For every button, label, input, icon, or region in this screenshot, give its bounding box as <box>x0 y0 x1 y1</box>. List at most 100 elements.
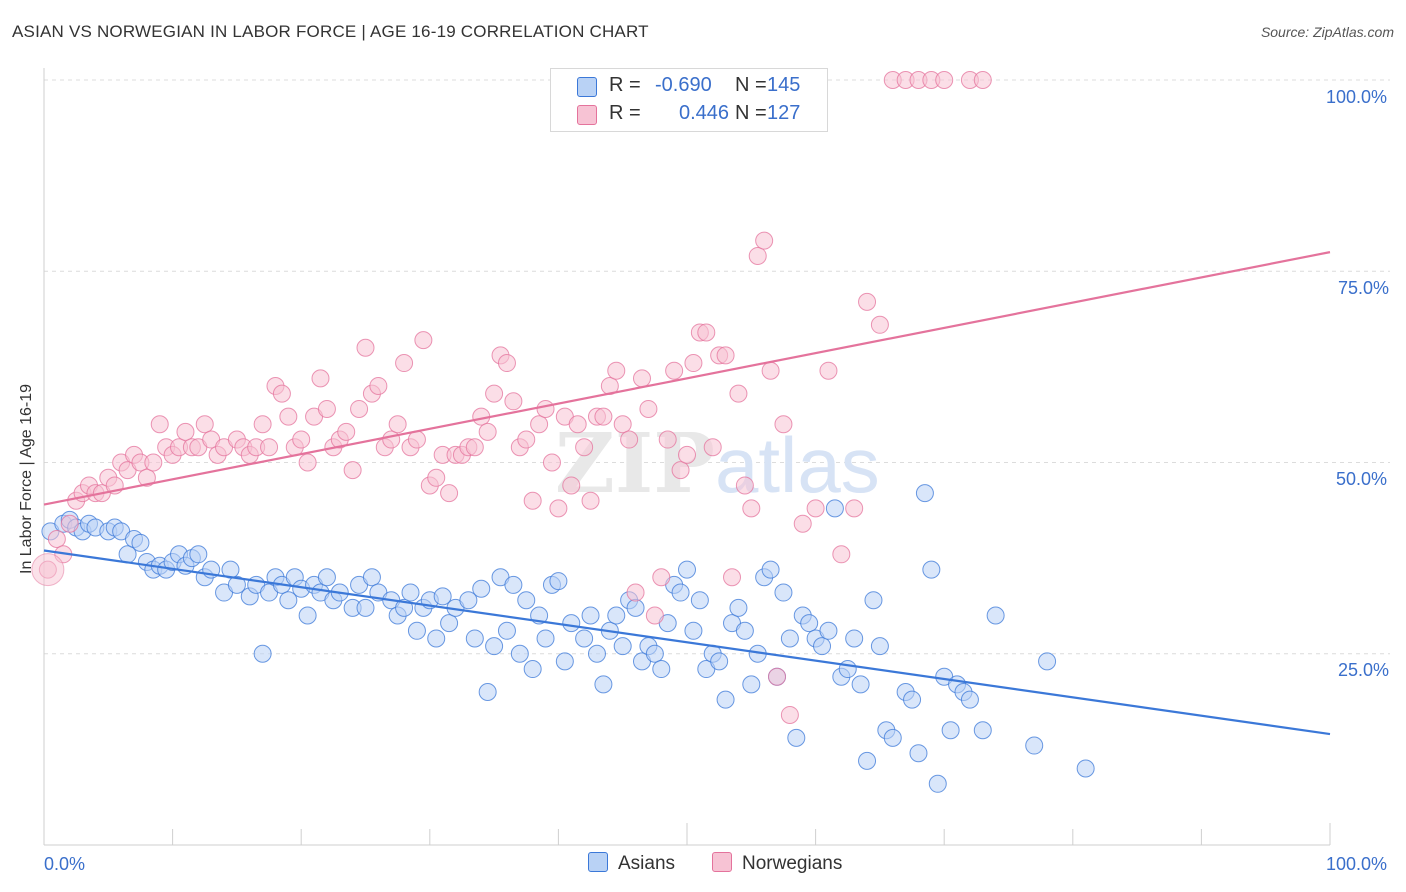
point-norwegians <box>478 422 497 441</box>
point-asians <box>317 568 336 587</box>
point-asians <box>986 606 1005 625</box>
point-norwegians <box>337 422 356 441</box>
point-norwegians <box>279 407 298 426</box>
point-asians <box>485 637 504 656</box>
point-norwegians <box>658 430 677 449</box>
point-asians <box>960 690 979 709</box>
point-norwegians <box>832 545 851 564</box>
point-norwegians <box>414 331 433 350</box>
legend-n-label: N = <box>735 102 767 124</box>
point-asians <box>427 629 446 648</box>
point-asians <box>504 575 523 594</box>
point-asians <box>813 637 832 656</box>
point-asians <box>253 644 272 663</box>
point-asians <box>735 621 754 640</box>
point-asians <box>645 644 664 663</box>
point-norwegians <box>504 392 523 411</box>
trend-line-norwegians <box>43 251 1331 506</box>
point-norwegians <box>47 530 66 548</box>
point-norwegians <box>671 461 690 480</box>
point-asians <box>787 728 806 747</box>
point-norwegians <box>388 415 407 434</box>
point-asians <box>928 774 947 793</box>
point-norwegians <box>645 606 664 625</box>
point-norwegians <box>176 422 195 441</box>
point-asians <box>356 598 375 617</box>
point-asians <box>401 583 420 602</box>
trend-lines <box>43 251 1331 736</box>
y-tick-label-100: 100.0% <box>1326 87 1388 107</box>
y-tick-label-50: 50.0% <box>1336 469 1388 489</box>
point-norwegians <box>292 430 311 449</box>
point-norwegians <box>761 361 780 380</box>
point-asians <box>845 629 864 648</box>
point-asians <box>523 660 542 679</box>
point-norwegians <box>497 354 516 373</box>
point-norwegians <box>253 415 272 434</box>
point-norwegians <box>703 438 722 457</box>
point-norwegians <box>581 491 600 510</box>
x-tick-label-min: 0.0% <box>44 854 86 874</box>
point-norwegians <box>652 568 671 587</box>
point-norwegians <box>395 354 414 373</box>
point-norwegians <box>356 338 375 357</box>
legend-r-value: -0.690 <box>655 74 712 96</box>
legend-swatch-norwegians <box>577 105 597 125</box>
point-asians <box>459 591 478 610</box>
point-norwegians <box>632 369 651 388</box>
point-asians <box>581 606 600 625</box>
point-asians <box>671 583 690 602</box>
point-norwegians <box>137 468 156 487</box>
point-asians <box>684 621 703 640</box>
point-norwegians <box>742 499 761 518</box>
point-norwegians <box>735 476 754 495</box>
legend-r-label: R = <box>609 74 641 96</box>
legend: R = -0.690 N = 145 R = 0.446 N = 127 <box>550 68 828 132</box>
point-asians <box>465 629 484 648</box>
point-norwegians <box>716 346 735 365</box>
point-asians <box>858 751 877 770</box>
legend-n-value: 127 <box>767 102 801 124</box>
point-norwegians <box>755 231 774 250</box>
point-norwegians <box>607 361 626 380</box>
point-norwegians <box>260 438 279 457</box>
axes <box>43 68 1331 846</box>
point-norwegians <box>440 484 459 503</box>
point-asians <box>607 606 626 625</box>
point-norwegians <box>144 453 163 472</box>
point-asians <box>819 621 838 640</box>
point-asians <box>941 721 960 740</box>
bottom-legend-swatch-norwegians <box>712 852 732 872</box>
point-asians <box>742 675 761 694</box>
point-norwegians <box>549 499 568 518</box>
legend-r-value: 0.446 <box>679 102 730 124</box>
point-asians <box>915 484 934 503</box>
gridlines <box>44 79 1390 655</box>
point-norwegians <box>729 384 748 403</box>
point-norwegians <box>369 377 388 395</box>
point-asians <box>407 621 426 640</box>
point-norwegians <box>684 354 703 373</box>
point-norwegians <box>195 415 214 434</box>
point-norwegians <box>665 361 684 380</box>
point-asians <box>279 591 298 610</box>
point-norwegians <box>517 430 536 449</box>
point-asians <box>780 629 799 648</box>
point-asians <box>536 629 555 648</box>
point-norwegians <box>465 438 484 457</box>
point-asians <box>594 675 613 694</box>
point-asians <box>922 560 941 579</box>
y-tick-label-75: 75.0% <box>1338 278 1390 298</box>
point-asians <box>433 587 452 606</box>
point-norwegians <box>858 292 877 311</box>
point-norwegians <box>568 415 587 434</box>
point-asians <box>472 579 491 598</box>
point-asians <box>825 499 844 518</box>
point-asians <box>761 560 780 579</box>
point-asians <box>652 660 671 679</box>
point-norwegians <box>870 315 889 334</box>
point-asians <box>510 644 529 663</box>
point-norwegians <box>542 453 561 472</box>
legend-r-label: R = <box>609 102 641 124</box>
